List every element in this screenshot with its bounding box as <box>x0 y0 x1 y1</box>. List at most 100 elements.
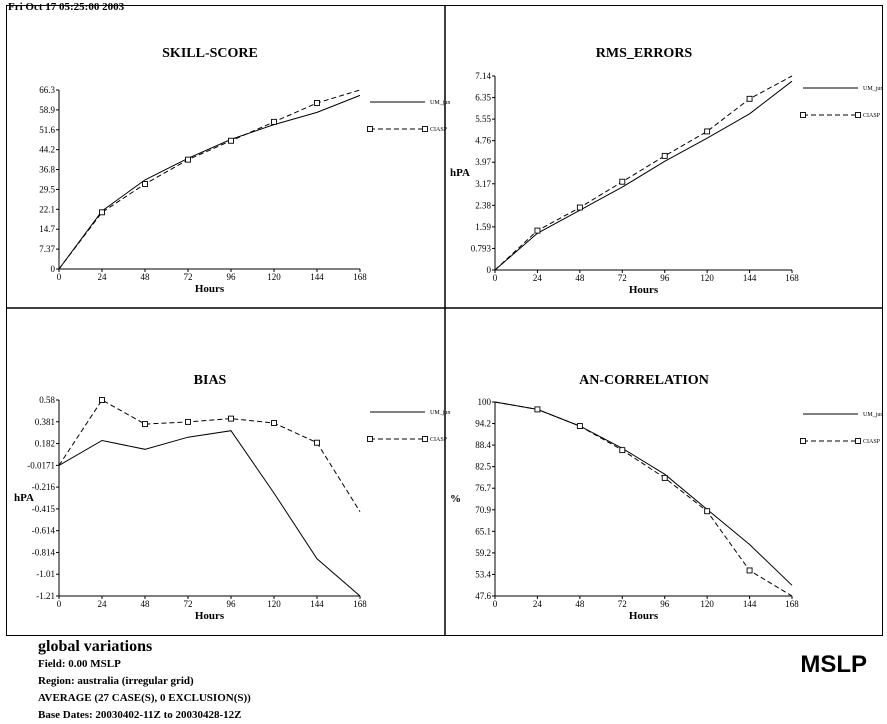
x-tick-label: 96 <box>660 273 670 283</box>
data-point <box>534 406 541 413</box>
series-um-jun <box>494 80 793 271</box>
y-tick-label: 47.6 <box>475 591 491 601</box>
x-tick-label: 0 <box>493 599 498 609</box>
y-tick-label: 65.1 <box>475 526 491 536</box>
data-point <box>746 95 753 102</box>
chart-title: RMS_ERRORS <box>596 46 693 61</box>
y-tick-label: 0 <box>51 264 56 274</box>
panel-dividers <box>6 5 883 636</box>
legend-entry: UM_jun <box>803 412 883 418</box>
x-tick-label: 168 <box>785 599 799 609</box>
legend-marker <box>367 436 373 442</box>
legend-label: UM_jun <box>863 412 883 418</box>
y-tick-label: 0.182 <box>35 439 55 449</box>
data-point <box>185 156 191 163</box>
series-line <box>58 399 361 512</box>
y-tick-label: 5.55 <box>475 114 491 124</box>
x-tick-label: 120 <box>700 273 714 283</box>
series-ciasp <box>494 75 793 271</box>
x-tick-label: 72 <box>184 272 193 282</box>
data-point <box>142 421 148 428</box>
legend-label: UM_jun <box>430 100 450 106</box>
y-tick-label: -1.01 <box>36 569 55 579</box>
x-tick-label: 72 <box>618 599 627 609</box>
x-axis-label: Hours <box>629 284 659 296</box>
y-tick-label: 3.17 <box>475 179 491 189</box>
x-tick-label: 120 <box>267 272 281 282</box>
data-point <box>185 418 191 425</box>
legend-marker <box>855 112 861 118</box>
x-tick-label: 0 <box>57 272 62 282</box>
x-tick-label: 168 <box>785 273 799 283</box>
y-tick-label: 36.8 <box>39 165 55 175</box>
chart-bias: BIAS -1.21 -1.01 -0.814 -0.614 -0.415 -0.216 -0… <box>14 373 450 622</box>
y-tick-label: 66.3 <box>39 85 55 95</box>
data-point <box>619 447 626 454</box>
x-tick-label: 144 <box>310 599 324 609</box>
legend-marker <box>855 438 861 444</box>
data-point <box>661 152 668 159</box>
series-line <box>494 401 793 597</box>
footer-info: global variations Field: 0.00 MSLP Regio… <box>38 638 251 724</box>
x-tick-label: 144 <box>743 273 757 283</box>
legend-marker <box>800 438 806 444</box>
legend-label: CIASP <box>863 439 881 445</box>
series-um-jun <box>58 94 361 270</box>
x-tick-label: 144 <box>743 599 757 609</box>
x-tick-label: 48 <box>575 599 585 609</box>
y-tick-label: 82.5 <box>475 462 491 472</box>
x-tick-label: 0 <box>493 273 498 283</box>
y-tick-label: 53.4 <box>475 569 491 579</box>
legend-entry: UM_jun <box>370 100 450 106</box>
legend-label: CIASP <box>430 127 448 133</box>
y-tick-label: 88.4 <box>475 440 491 450</box>
footer-average: AVERAGE (27 CASE(S), 0 EXCLUSION(S)) <box>38 692 251 704</box>
series-line <box>58 94 361 270</box>
legend-entry: CIASP <box>367 436 448 443</box>
legend-entry: UM_jun <box>370 410 450 416</box>
data-point <box>99 397 105 403</box>
y-tick-label: 58.9 <box>39 105 55 115</box>
legend-entry: UM_jun <box>803 86 883 92</box>
y-tick-label: 29.5 <box>39 184 55 194</box>
x-axis-label: Hours <box>629 610 659 622</box>
x-tick-label: 0 <box>57 599 62 609</box>
y-tick-label: 6.35 <box>475 93 491 103</box>
series-line <box>58 430 361 597</box>
y-tick-label: -1.21 <box>36 591 55 601</box>
series-um-jun <box>494 401 793 586</box>
x-tick-label: 72 <box>618 273 627 283</box>
y-tick-label: 70.9 <box>475 505 491 515</box>
y-tick-label: 0.793 <box>471 243 492 253</box>
x-tick-label: 168 <box>353 272 367 282</box>
series-line <box>494 75 793 271</box>
data-point <box>746 567 753 574</box>
x-tick-label: 144 <box>310 272 324 282</box>
legend-marker <box>367 126 373 132</box>
y-tick-label: 94.2 <box>475 419 491 429</box>
y-axis-label: hPA <box>450 167 470 179</box>
chart-title: BIAS <box>194 373 227 388</box>
footer-base-dates: Base Dates: 20030402-11Z to 20030428-12Z <box>38 709 242 721</box>
data-point <box>661 474 668 481</box>
legend-entry: CIASP <box>367 126 448 133</box>
data-point <box>534 227 541 234</box>
data-point <box>228 415 234 422</box>
series-line <box>58 89 361 270</box>
legend-label: UM_jun <box>430 410 450 416</box>
series-ciasp <box>58 89 361 270</box>
x-tick-label: 120 <box>267 599 281 609</box>
y-tick-label: 51.6 <box>39 125 55 135</box>
x-tick-label: 24 <box>533 273 543 283</box>
y-tick-label: 59.2 <box>475 548 491 558</box>
data-point <box>704 508 711 515</box>
y-tick-label: -0.0171 <box>27 460 55 470</box>
y-tick-label: -0.814 <box>32 547 56 557</box>
footer-field: Field: 0.00 MSLP <box>38 658 121 670</box>
y-tick-label: 1.59 <box>475 222 491 232</box>
y-tick-label: 7.37 <box>39 244 55 254</box>
y-tick-label: 3.97 <box>475 157 491 167</box>
x-axis-label: Hours <box>195 283 225 295</box>
data-point <box>314 439 320 446</box>
